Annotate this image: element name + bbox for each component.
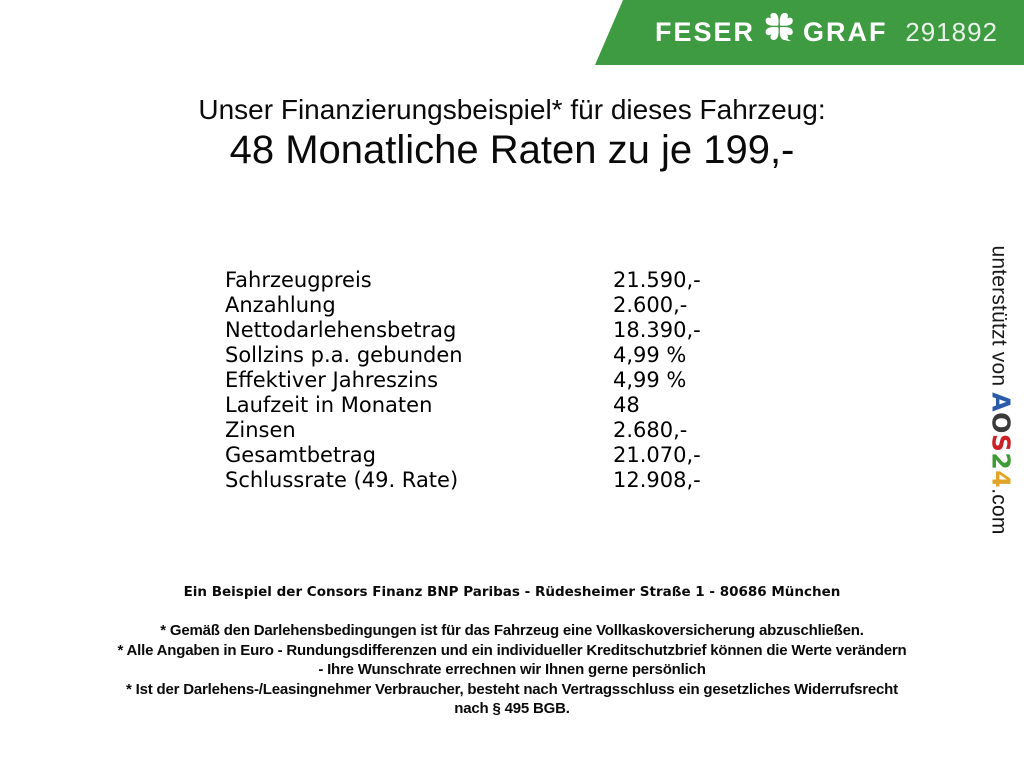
table-row: Gesamtbetrag 21.070,- — [225, 443, 701, 468]
table-row: Nettodarlehensbetrag 18.390,- — [225, 318, 701, 343]
headline-line1: Unser Finanzierungsbeispiel* für dieses … — [198, 94, 826, 125]
table-row: Anzahlung 2.600,- — [225, 293, 701, 318]
row-label: Effektiver Jahreszins — [225, 368, 439, 392]
footnote-line: nach § 495 BGB. — [454, 700, 570, 717]
row-label: Nettodarlehensbetrag — [225, 318, 457, 342]
row-value: 4,99 % — [613, 343, 687, 367]
row-label: Anzahlung — [225, 293, 336, 317]
table-row: Sollzins p.a. gebunden 4,99 % — [225, 343, 701, 368]
footnote-line: * Alle Angaben in Euro - Rundungsdiffere… — [117, 641, 907, 659]
dealer-logo-right: GRAF — [803, 17, 888, 47]
row-value: 48 — [613, 393, 640, 417]
row-label: Sollzins p.a. gebunden — [225, 343, 463, 367]
aos24-letter: S — [986, 433, 1016, 453]
row-label: Gesamtbetrag — [225, 443, 377, 467]
row-label: Laufzeit in Monaten — [225, 393, 433, 417]
row-label: Fahrzeugpreis — [225, 268, 372, 292]
aos24-logo: AOS24 — [987, 392, 1016, 488]
table-row: Zinsen 2.680,- — [225, 418, 701, 443]
headline: Unser Finanzierungsbeispiel* für dieses … — [0, 92, 1024, 172]
headline-line2: 48 Monatliche Raten zu je 199,- — [229, 128, 795, 172]
footnotes: * Gemäß den Darlehensbedingungen ist für… — [0, 621, 1024, 719]
row-label: Zinsen — [225, 418, 296, 442]
dealer-logo: FESER GRAF — [655, 11, 888, 54]
row-value: 4,99 % — [613, 368, 687, 392]
footnote-line: - Ihre Wunschrate errechnen wir Ihnen ge… — [318, 661, 706, 678]
vehicle-number: 291892 — [905, 17, 998, 47]
row-value: 2.600,- — [613, 293, 688, 317]
clover-icon — [764, 11, 796, 52]
finance-table: Fahrzeugpreis 21.590,- Anzahlung 2.600,-… — [225, 268, 701, 493]
footnote-line: * Ist der Darlehens-/Leasingnehmer Verbr… — [126, 680, 898, 698]
aos24-letter: O — [986, 412, 1016, 434]
row-value: 18.390,- — [613, 318, 701, 342]
row-label: Schlussrate (49. Rate) — [225, 468, 459, 492]
row-value: 21.590,- — [613, 268, 701, 292]
table-row: Laufzeit in Monaten 48 — [225, 393, 701, 418]
table-row: Fahrzeugpreis 21.590,- — [225, 268, 701, 293]
aos24-domain-suffix: .com — [987, 488, 1011, 535]
supported-by-credit: unterstützt von AOS24.com — [987, 245, 1016, 534]
aos24-letter: A — [986, 392, 1016, 413]
supported-by-text: unterstützt von — [987, 245, 1011, 393]
brand-banner: FESER GRAF 291892 — [595, 0, 1024, 65]
dealer-logo-left: FESER — [655, 17, 756, 47]
row-value: 21.070,- — [613, 443, 701, 467]
table-row: Schlussrate (49. Rate) 12.908,- — [225, 468, 701, 493]
finance-provider-line: Ein Beispiel der Consors Finanz BNP Pari… — [183, 584, 841, 600]
footnote-line: * Gemäß den Darlehensbedingungen ist für… — [160, 622, 864, 639]
aos24-letter: 4 — [986, 470, 1016, 489]
row-value: 2.680,- — [613, 418, 688, 442]
brand-banner-content: FESER GRAF 291892 — [595, 0, 1024, 65]
table-row: Effektiver Jahreszins 4,99 % — [225, 368, 701, 393]
row-value: 12.908,- — [613, 468, 701, 492]
aos24-letter: 2 — [986, 452, 1016, 471]
